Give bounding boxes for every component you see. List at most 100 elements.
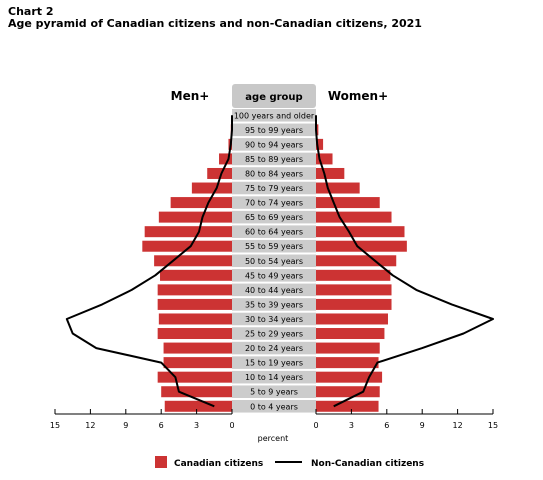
age-group-label: 40 to 44 years — [245, 286, 303, 295]
age-group-box — [232, 138, 316, 151]
age-group-box — [232, 312, 316, 326]
age-group-box — [232, 210, 316, 224]
left-tick-label: 15 — [50, 421, 60, 430]
bar-women-canadian — [316, 342, 380, 354]
line-men-non-canadian — [65, 115, 233, 408]
left-tick-label: 6 — [159, 421, 164, 430]
age-group-box — [232, 356, 316, 369]
bar-women-canadian — [316, 284, 392, 296]
bar-men-canadian — [163, 357, 232, 369]
left-tick-label: 3 — [194, 421, 199, 430]
age-group-box — [232, 239, 316, 253]
age-group-label: 25 to 29 years — [245, 330, 303, 339]
age-group-label: 95 to 99 years — [245, 126, 303, 135]
age-group-box — [232, 341, 316, 355]
age-group-label: 85 to 89 years — [245, 155, 303, 164]
legend-label-non-canadian: Non-Canadian citizens — [311, 459, 424, 469]
left-tick-label: 9 — [123, 421, 128, 430]
age-group-box — [232, 196, 316, 209]
bar-men-canadian — [170, 197, 232, 209]
age-group-label: 5 to 9 years — [250, 388, 298, 397]
age-group-label: 10 to 14 years — [245, 373, 303, 382]
age-group-label: 50 to 54 years — [245, 257, 303, 266]
right-tick-label: 6 — [384, 421, 389, 430]
age-group-label: 80 to 84 years — [245, 169, 303, 178]
left-side-label: Men+ — [171, 89, 210, 103]
age-group-label: 70 to 74 years — [245, 199, 303, 208]
age-group-box — [232, 327, 316, 340]
age-group-label: 55 to 59 years — [245, 242, 303, 251]
line-women-non-canadian — [315, 115, 494, 408]
bar-men-canadian — [163, 342, 232, 354]
bar-women-canadian — [316, 153, 333, 165]
right-tick-label: 12 — [453, 421, 463, 430]
bar-women-canadian — [316, 298, 392, 310]
age-group-box — [232, 385, 316, 398]
bar-men-canadian — [219, 153, 232, 165]
bar-men-canadian — [207, 167, 232, 179]
bar-women-canadian — [316, 124, 319, 136]
right-side-label: Women+ — [328, 89, 388, 103]
bar-men-canadian — [191, 182, 232, 194]
bar-men-canadian — [161, 386, 232, 398]
bar-women-canadian — [316, 357, 379, 369]
age-group-box — [232, 167, 316, 180]
right-tick-label: 0 — [313, 421, 318, 430]
age-group-box — [232, 400, 316, 413]
right-tick-label: 9 — [420, 421, 425, 430]
age-group-label: 0 to 4 years — [250, 402, 298, 411]
bar-men-canadian — [154, 255, 232, 267]
bar-women-canadian — [316, 269, 391, 281]
bar-women-canadian — [316, 371, 383, 383]
age-group-label: 100 years and older — [234, 111, 315, 120]
bar-men-canadian — [157, 371, 232, 383]
right-tick-label: 3 — [349, 421, 354, 430]
age-group-box — [232, 370, 316, 384]
bar-men-canadian — [157, 328, 232, 340]
bar-women-canadian — [316, 167, 345, 179]
age-group-label: 20 to 24 years — [245, 344, 303, 353]
age-group-box — [232, 298, 316, 311]
chart-heading: Age pyramid of Canadian citizens and non… — [8, 17, 422, 30]
age-group-box — [232, 181, 316, 195]
age-group-label: 35 to 39 years — [245, 300, 303, 309]
legend-swatch-canadian — [155, 456, 167, 468]
chart-title: Chart 2 Age pyramid of Canadian citizens… — [8, 6, 422, 30]
age-group-box — [232, 109, 316, 122]
age-group-box — [232, 225, 316, 238]
age-group-label: 30 to 34 years — [245, 315, 303, 324]
age-group-label: 75 to 79 years — [245, 184, 303, 193]
bar-men-canadian — [142, 240, 232, 252]
x-axis-label: percent — [258, 434, 289, 443]
bar-men-canadian — [157, 284, 232, 296]
bar-women-canadian — [316, 400, 379, 412]
bar-women-canadian — [316, 182, 360, 194]
age-group-label: 15 to 19 years — [245, 359, 303, 368]
bar-women-canadian — [316, 328, 385, 340]
age-group-box — [232, 123, 316, 137]
age-group-label: 60 to 64 years — [245, 228, 303, 237]
bar-women-canadian — [316, 255, 397, 267]
age-group-box — [232, 269, 316, 282]
bar-women-canadian — [316, 197, 380, 209]
bar-men-canadian — [157, 298, 232, 310]
age-group-box — [232, 152, 316, 166]
bar-women-canadian — [316, 211, 392, 223]
bar-women-canadian — [316, 226, 405, 238]
bar-women-canadian — [316, 386, 380, 398]
bar-men-canadian — [160, 269, 232, 281]
bar-women-canadian — [316, 138, 324, 150]
bar-men-canadian — [158, 313, 232, 325]
right-tick-label: 15 — [488, 421, 498, 430]
bar-men-canadian — [164, 400, 232, 412]
bar-men-canadian — [158, 211, 232, 223]
age-group-box — [232, 283, 316, 297]
age-group-header-box — [232, 84, 316, 108]
legend-label-canadian: Canadian citizens — [174, 459, 263, 469]
chart-number: Chart 2 — [8, 5, 54, 18]
age-group-label: 90 to 94 years — [245, 140, 303, 149]
age-group-label: 45 to 49 years — [245, 271, 303, 280]
bar-women-canadian — [316, 240, 407, 252]
